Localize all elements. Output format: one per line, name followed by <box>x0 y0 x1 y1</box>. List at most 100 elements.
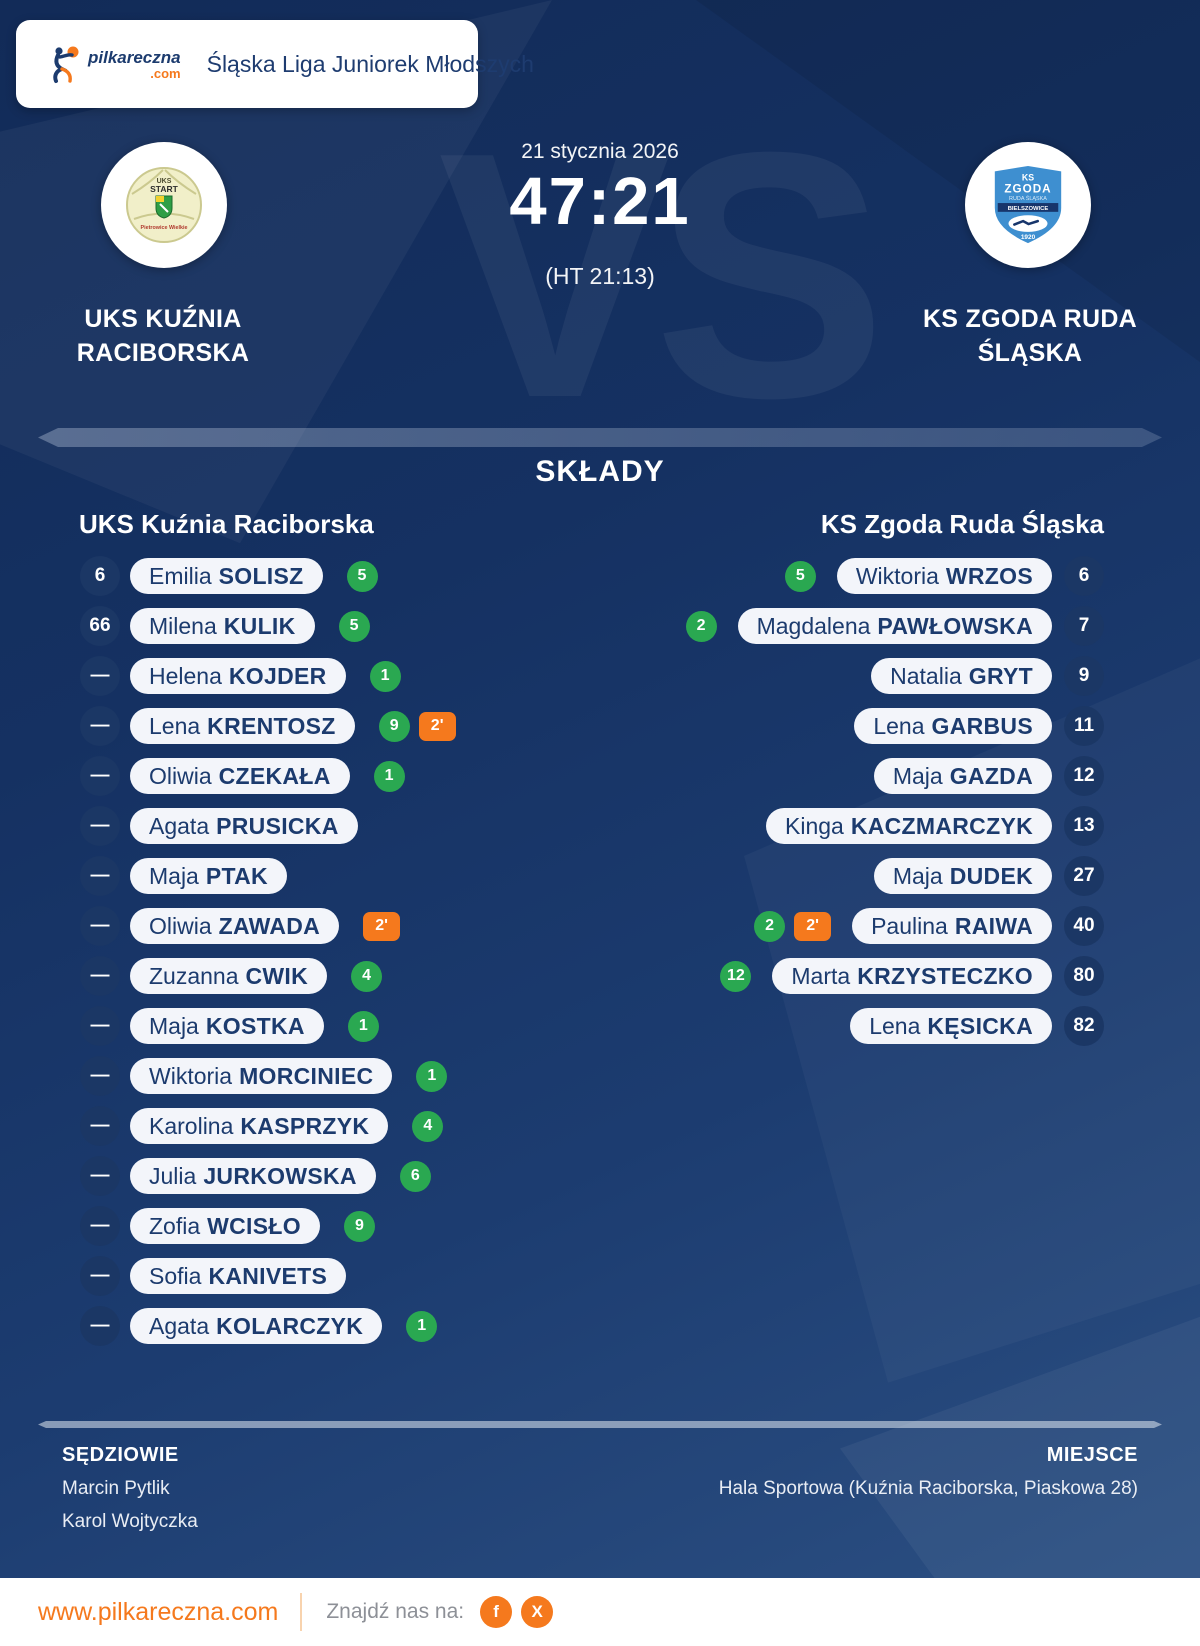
vertical-divider <box>300 1593 303 1631</box>
player-first-name: Paulina <box>871 912 948 939</box>
player-first-name: Oliwia <box>149 912 212 939</box>
venue-text: Hala Sportowa (Kuźnia Raciborska, Piasko… <box>718 1478 1138 1499</box>
player-name-pill: Kinga KACZMARCZYK <box>766 808 1052 844</box>
player-first-name: Oliwia <box>149 762 212 789</box>
player-row: — Wiktoria MORCINIEC 1 <box>80 1051 448 1101</box>
player-name-pill: Zofia WCISŁO <box>130 1208 320 1244</box>
home-player-list: 6 Emilia SOLISZ 5 66 Milena KULIK 5 — He… <box>80 551 456 1351</box>
player-number: — <box>80 1256 120 1296</box>
player-last-name: KRZYSTECZKO <box>857 962 1033 989</box>
player-name-pill: Julia JURKOWSKA <box>130 1158 376 1194</box>
player-row: — Agata KOLARCZYK 1 <box>80 1301 438 1351</box>
player-last-name: KRENTOSZ <box>207 712 336 739</box>
player-number: — <box>80 1156 120 1196</box>
player-number: — <box>80 1006 120 1046</box>
player-number: — <box>80 1206 120 1246</box>
goals-badge: 1 <box>369 660 401 692</box>
player-row: — Lena KRENTOSZ 9 2' <box>80 701 456 751</box>
player-name-pill: Lena KRENTOSZ <box>130 708 355 744</box>
player-number: — <box>80 956 120 996</box>
svg-text:KS: KS <box>1022 173 1034 183</box>
league-title: Śląska Liga Juniorek Młodszych <box>206 50 534 77</box>
penalty-badge: 2' <box>794 911 832 941</box>
home-team-logo: UKS START Pietrowice Wielkie <box>101 142 227 268</box>
player-badges: 2 2' <box>754 910 832 942</box>
player-row: — Oliwia ZAWADA 2' <box>80 901 401 951</box>
home-team-name: UKS KUŹNIA RACIBORSKA <box>76 305 250 367</box>
player-row: 66 Milena KULIK 5 <box>80 601 370 651</box>
player-name-pill: Wiktoria WRZOS <box>836 558 1052 594</box>
player-first-name: Agata <box>149 1312 210 1339</box>
player-first-name: Sofia <box>149 1262 202 1289</box>
player-last-name: DUDEK <box>949 862 1033 889</box>
referee-name: Karol Wojtyczka <box>62 1511 198 1532</box>
player-last-name: PRUSICKA <box>216 812 339 839</box>
player-last-name: KANIVETS <box>208 1262 328 1289</box>
svg-text:RUDA ŚLĄSKA: RUDA ŚLĄSKA <box>1009 194 1047 202</box>
player-row: 6 Emilia SOLISZ 5 <box>80 551 378 601</box>
player-row: — Sofia KANIVETS <box>80 1251 347 1301</box>
match-score: 47:21 <box>509 164 691 239</box>
goals-badge: 4 <box>412 1110 444 1142</box>
league-header-card: pilkareczna .com Śląska Liga Juniorek Mł… <box>16 20 534 108</box>
svg-text:START: START <box>150 184 179 194</box>
player-badges: 2' <box>363 911 401 941</box>
player-name-pill: Oliwia CZEKAŁA <box>130 758 350 794</box>
website-link[interactable]: www.pilkareczna.com <box>38 1597 279 1626</box>
goals-badge: 2 <box>754 910 786 942</box>
player-first-name: Agata <box>149 812 210 839</box>
away-team-name: KS ZGODA RUDA ŚLĄSKA <box>922 305 1138 367</box>
player-row: 5 Wiktoria WRZOS 6 <box>784 551 1104 601</box>
player-first-name: Wiktoria <box>149 1062 233 1089</box>
player-first-name: Maja <box>892 862 943 889</box>
score-block: 21 stycznia 2026 47:21 (HT 21:13) <box>390 140 810 290</box>
player-first-name: Emilia <box>149 562 212 589</box>
player-name-pill: Oliwia ZAWADA <box>130 908 340 944</box>
penalty-badge: 2' <box>418 711 456 741</box>
player-name-pill: Sofia KANIVETS <box>130 1258 347 1294</box>
player-name-pill: Maja KOSTKA <box>130 1008 324 1044</box>
player-name-pill: Lena GARBUS <box>854 708 1052 744</box>
player-number: 27 <box>1064 856 1104 896</box>
player-first-name: Julia <box>149 1162 197 1189</box>
goals-badge: 1 <box>406 1310 438 1342</box>
goals-badge: 1 <box>347 1010 379 1042</box>
player-first-name: Lena <box>149 712 201 739</box>
player-number: 13 <box>1064 806 1104 846</box>
player-last-name: GRYT <box>968 662 1033 689</box>
player-number: 12 <box>1064 756 1104 796</box>
away-team-logo: KS ZGODA RUDA ŚLĄSKA BIELSZOWICE 1920 <box>965 142 1091 268</box>
player-number: — <box>80 1106 120 1146</box>
vs-watermark: VS <box>438 80 887 471</box>
x-icon[interactable]: X <box>521 1596 554 1628</box>
svg-text:UKS: UKS <box>157 178 172 185</box>
player-name-pill: Emilia SOLISZ <box>130 558 323 594</box>
home-team-crest-icon: UKS START Pietrowice Wielkie <box>126 167 202 243</box>
player-first-name: Karolina <box>149 1112 234 1139</box>
goals-badge: 1 <box>416 1060 448 1092</box>
player-badges: 5 <box>346 560 378 592</box>
player-first-name: Maja <box>892 762 943 789</box>
player-row: — Zuzanna CWIK 4 <box>80 951 383 1001</box>
player-row: 2 2' Paulina RAIWA 40 <box>754 901 1104 951</box>
facebook-icon[interactable]: f <box>480 1596 513 1628</box>
player-last-name: SOLISZ <box>218 562 304 589</box>
player-last-name: JURKOWSKA <box>203 1162 357 1189</box>
goals-badge: 9 <box>343 1210 375 1242</box>
away-player-list: 5 Wiktoria WRZOS 6 2 Magdalena PAWŁOWSKA… <box>685 551 1104 1051</box>
player-number: 6 <box>80 556 120 596</box>
player-number: — <box>80 806 120 846</box>
player-badges: 4 <box>351 960 383 992</box>
player-badges: 1 <box>347 1010 379 1042</box>
player-last-name: WRZOS <box>945 562 1033 589</box>
player-row: Kinga KACZMARCZYK 13 <box>766 801 1104 851</box>
find-us-label: Znajdź nas na: <box>326 1600 465 1623</box>
player-badges: 5 <box>338 610 370 642</box>
match-date: 21 stycznia 2026 <box>521 140 679 163</box>
player-last-name: KACZMARCZYK <box>850 812 1033 839</box>
social-icons: f X <box>480 1596 554 1628</box>
player-last-name: RAIWA <box>954 912 1033 939</box>
footer-divider <box>38 1421 1162 1428</box>
player-row: — Maja PTAK <box>80 851 287 901</box>
